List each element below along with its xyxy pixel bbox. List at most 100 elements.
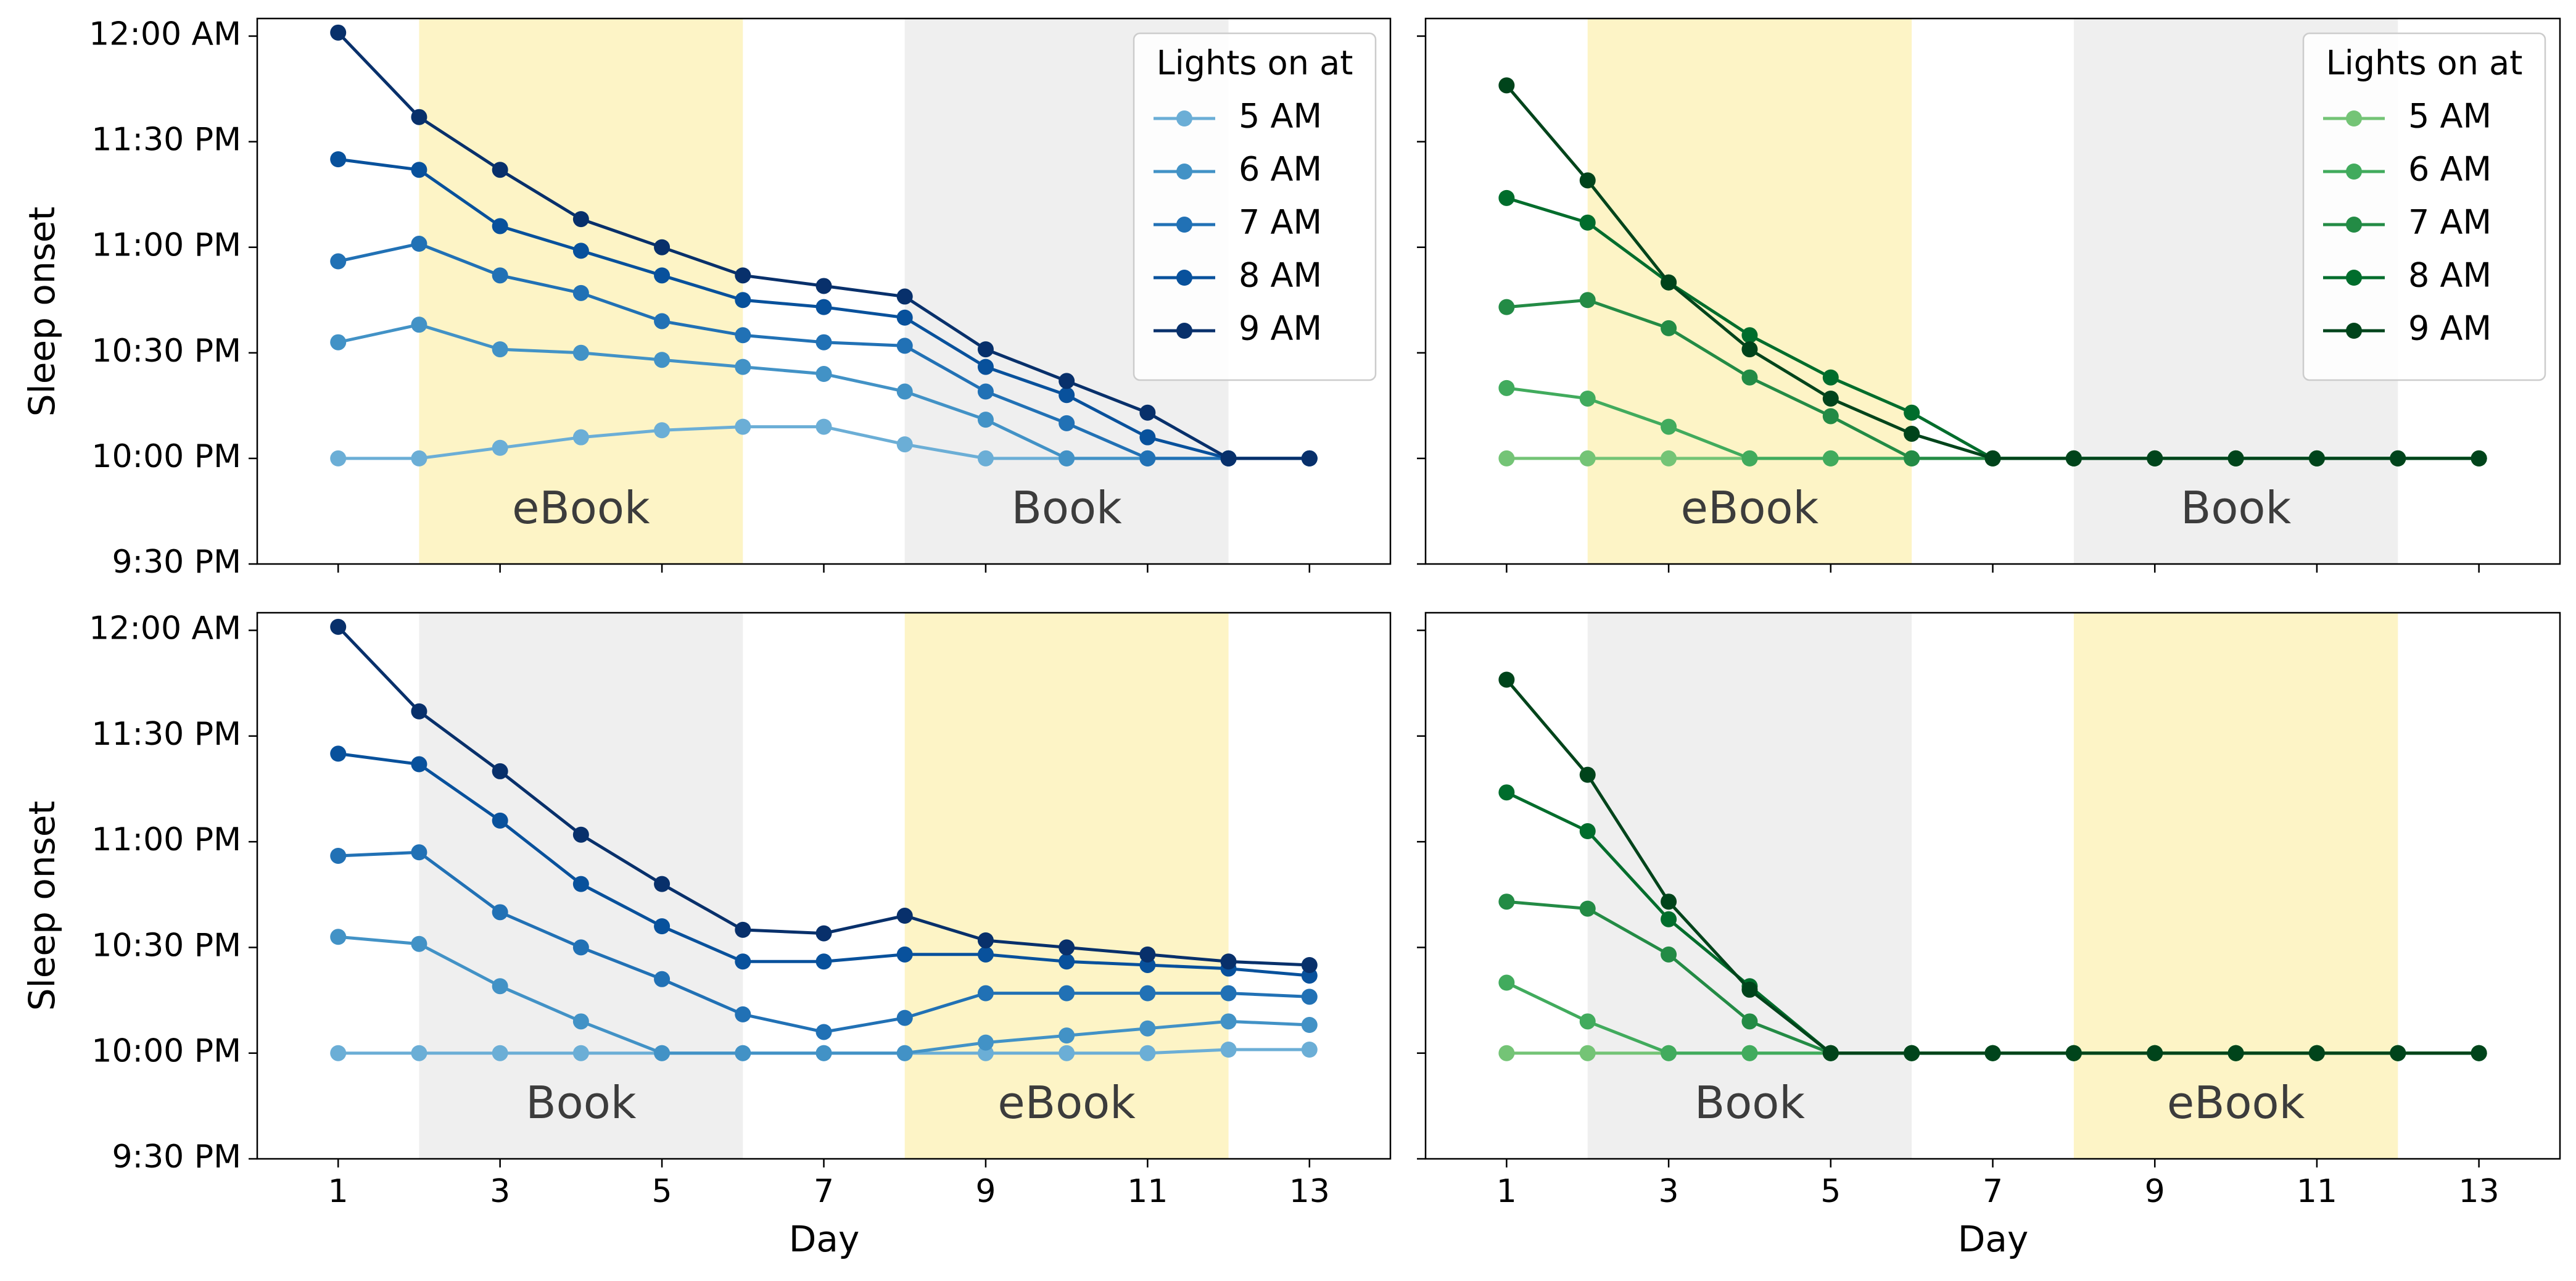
x-tick-label: 13	[1289, 1173, 1330, 1210]
region-label: Book	[2181, 482, 2291, 534]
data-point	[1579, 900, 1596, 917]
data-point	[1498, 77, 1515, 94]
data-point	[1579, 292, 1596, 309]
data-point	[1661, 418, 1677, 435]
data-point	[572, 243, 589, 259]
x-tick-label: 11	[2297, 1173, 2337, 1210]
data-point	[1741, 981, 1758, 998]
x-axis-label: Day	[789, 1218, 860, 1260]
data-point	[977, 932, 994, 948]
chart-panel-bottom-left: Book eBook 9:30 PM 10:00 PM 10:30 PM 11:00 PM…	[89, 610, 1392, 1210]
data-point	[1220, 1042, 1237, 1058]
data-point	[977, 359, 994, 375]
data-point	[1579, 766, 1596, 783]
x-tick-label: 1	[1496, 1173, 1517, 1210]
data-point	[735, 267, 751, 284]
chart-panels: eBook Book 9:30 PM 10:00 PM 10:30 PM 11:00 PM…	[89, 16, 2561, 1210]
x-axis-label: Day	[1958, 1218, 2029, 1260]
data-point	[330, 151, 347, 168]
data-point	[2147, 450, 2163, 466]
data-point	[1301, 450, 1318, 466]
data-point	[2471, 1045, 2487, 1061]
shaded-region	[1587, 613, 1912, 1159]
data-point	[411, 844, 427, 861]
data-point	[1059, 450, 1075, 466]
data-point	[2308, 450, 2325, 466]
data-point	[1741, 1045, 1758, 1061]
data-point	[1139, 946, 1156, 963]
data-point	[735, 292, 751, 309]
data-point	[1579, 450, 1596, 466]
region-label: eBook	[512, 482, 650, 534]
region-label: eBook	[1681, 482, 1819, 534]
data-point	[572, 939, 589, 956]
data-point	[896, 436, 913, 453]
data-point	[896, 1009, 913, 1026]
data-point	[572, 211, 589, 228]
region-label: Book	[1012, 482, 1122, 534]
data-point	[654, 918, 671, 935]
data-point	[1822, 450, 1839, 466]
data-point	[2471, 450, 2487, 466]
legend-label: 7 AM	[2408, 203, 2491, 242]
data-point	[1220, 985, 1237, 1001]
data-point	[1301, 956, 1318, 973]
data-point	[572, 1045, 589, 1061]
data-point	[1904, 425, 1920, 442]
data-point	[411, 756, 427, 773]
data-point	[1220, 953, 1237, 970]
legend-marker	[1176, 323, 1192, 339]
legend-marker	[2346, 164, 2362, 180]
data-point	[411, 317, 427, 333]
data-point	[735, 327, 751, 344]
data-point	[1822, 390, 1839, 407]
y-tick-label: 10:00 PM	[91, 438, 241, 475]
y-tick-label: 11:00 PM	[91, 227, 241, 264]
data-point	[1498, 299, 1515, 315]
data-point	[492, 218, 508, 234]
data-point	[815, 1045, 832, 1061]
data-point	[896, 309, 913, 326]
data-point	[492, 1045, 508, 1061]
data-point	[896, 383, 913, 400]
data-point	[1579, 214, 1596, 231]
data-point	[1661, 320, 1677, 336]
data-point	[1498, 1045, 1515, 1061]
region-label: Book	[526, 1077, 636, 1129]
data-point	[1139, 450, 1156, 466]
data-point	[654, 267, 671, 284]
y-tick-label: 11:00 PM	[91, 821, 241, 858]
legend-label: 7 AM	[1239, 203, 1322, 242]
data-point	[1661, 946, 1677, 963]
data-point	[815, 1024, 832, 1040]
y-tick-label: 9:30 PM	[112, 544, 241, 581]
legend-label: 8 AM	[1239, 256, 1322, 295]
x-tick-label: 11	[1127, 1173, 1168, 1210]
data-point	[1984, 1045, 2001, 1061]
region-label: Book	[1695, 1077, 1805, 1129]
x-tick-label: 5	[1820, 1173, 1841, 1210]
data-point	[1904, 404, 1920, 421]
data-point	[1498, 189, 1515, 206]
data-point	[411, 703, 427, 719]
legend-marker	[2346, 270, 2362, 286]
data-point	[977, 341, 994, 358]
data-point	[735, 921, 751, 938]
shaded-region	[2073, 613, 2398, 1159]
data-point	[1139, 1020, 1156, 1037]
data-point	[1579, 390, 1596, 407]
y-tick-label: 11:30 PM	[91, 122, 241, 159]
data-point	[896, 908, 913, 924]
y-tick-label: 11:30 PM	[91, 716, 241, 753]
data-point	[1741, 1013, 1758, 1030]
x-tick-label: 7	[1983, 1173, 2003, 1210]
y-tick-label: 9:30 PM	[112, 1138, 241, 1175]
legend-label: 6 AM	[2408, 150, 2491, 189]
data-point	[1579, 1013, 1596, 1030]
data-point	[1579, 823, 1596, 839]
x-tick-label: 13	[2459, 1173, 2500, 1210]
x-tick-label: 5	[652, 1173, 672, 1210]
data-point	[1301, 989, 1318, 1005]
